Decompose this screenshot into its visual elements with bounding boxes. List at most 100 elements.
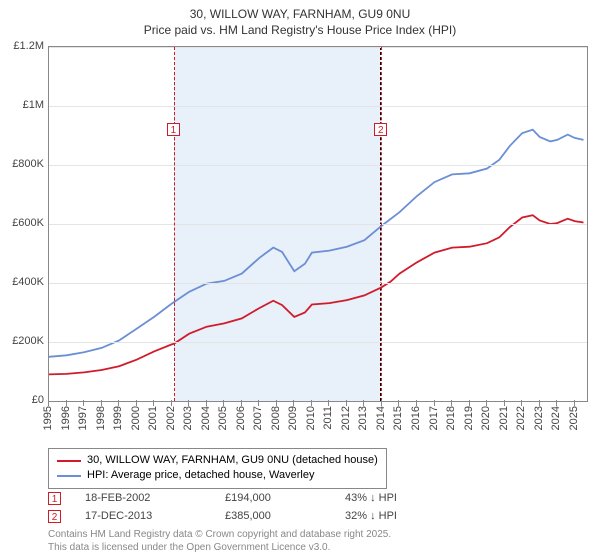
x-tick	[206, 400, 207, 406]
x-tick-label: 2012	[340, 406, 352, 430]
x-tick-label: 2013	[357, 406, 369, 430]
footer: Contains HM Land Registry data © Crown c…	[48, 528, 391, 554]
x-tick	[241, 400, 242, 406]
x-tick	[434, 400, 435, 406]
x-tick-label: 2017	[428, 406, 440, 430]
title-line-2: Price paid vs. HM Land Registry's House …	[144, 23, 456, 37]
x-tick	[381, 400, 382, 406]
x-tick-label: 2023	[533, 406, 545, 430]
x-tick	[539, 400, 540, 406]
x-tick-label: 2001	[147, 406, 159, 430]
chart-marker-2: 2	[374, 123, 387, 136]
transaction-hpi-1: 43% ↓ HPI	[345, 490, 465, 508]
transaction-table: 1 18-FEB-2002 £194,000 43% ↓ HPI 2 17-DE…	[48, 490, 465, 525]
x-tick-label: 2016	[410, 406, 422, 430]
gridline-h	[49, 106, 587, 107]
x-tick-label: 2019	[463, 406, 475, 430]
x-tick-label: 1997	[77, 406, 89, 430]
gridline-h	[49, 165, 587, 166]
transaction-hpi-2: 32% ↓ HPI	[345, 508, 465, 526]
x-tick	[504, 400, 505, 406]
legend-label-1: 30, WILLOW WAY, FARNHAM, GU9 0NU (detach…	[87, 453, 378, 468]
x-tick	[363, 400, 364, 406]
x-tick-label: 2010	[305, 406, 317, 430]
x-tick-label: 2005	[217, 406, 229, 430]
x-tick	[486, 400, 487, 406]
legend-label-2: HPI: Average price, detached house, Wave…	[87, 468, 314, 483]
x-tick	[416, 400, 417, 406]
x-tick-label: 2025	[568, 406, 580, 430]
gridline-h	[49, 47, 587, 48]
x-tick	[66, 400, 67, 406]
x-tick	[556, 400, 557, 406]
y-tick-label: £200K	[4, 335, 44, 347]
x-tick-label: 2022	[515, 406, 527, 430]
x-tick	[311, 400, 312, 406]
x-tick	[574, 400, 575, 406]
x-tick-label: 2024	[550, 406, 562, 430]
x-tick-label: 2004	[200, 406, 212, 430]
gridline-h	[49, 224, 587, 225]
x-tick	[83, 400, 84, 406]
plot-area: 12	[48, 46, 588, 402]
x-tick-label: 2009	[287, 406, 299, 430]
x-tick-label: 2014	[375, 406, 387, 430]
y-tick-label: £1.2M	[4, 40, 44, 52]
transaction-row-1: 1 18-FEB-2002 £194,000 43% ↓ HPI	[48, 490, 465, 508]
x-tick	[521, 400, 522, 406]
x-tick-label: 2003	[182, 406, 194, 430]
legend-row-2: HPI: Average price, detached house, Wave…	[57, 468, 378, 483]
x-tick	[328, 400, 329, 406]
legend-row-1: 30, WILLOW WAY, FARNHAM, GU9 0NU (detach…	[57, 453, 378, 468]
x-tick-label: 2011	[322, 406, 334, 430]
x-tick-label: 2002	[165, 406, 177, 430]
transaction-marker-2: 2	[48, 510, 61, 523]
x-tick	[346, 400, 347, 406]
x-tick	[258, 400, 259, 406]
chart-marker-1: 1	[167, 123, 180, 136]
transaction-price-1: £194,000	[225, 490, 345, 508]
shaded-region-edge	[174, 47, 175, 401]
footer-line-2: This data is licensed under the Open Gov…	[48, 542, 330, 553]
shaded-region-edge	[381, 47, 382, 401]
x-tick	[118, 400, 119, 406]
series-line	[49, 215, 584, 374]
x-tick-label: 1996	[60, 406, 72, 430]
x-tick	[469, 400, 470, 406]
x-tick-label: 1998	[95, 406, 107, 430]
x-tick-label: 2015	[392, 406, 404, 430]
y-tick-label: £0	[4, 394, 44, 406]
x-tick	[451, 400, 452, 406]
y-tick-label: £800K	[4, 158, 44, 170]
gridline-h	[49, 283, 587, 284]
title-line-1: 30, WILLOW WAY, FARNHAM, GU9 0NU	[190, 7, 411, 21]
transaction-marker-1: 1	[48, 492, 61, 505]
transaction-date-1: 18-FEB-2002	[85, 490, 225, 508]
x-tick	[48, 400, 49, 406]
chart-title: 30, WILLOW WAY, FARNHAM, GU9 0NU Price p…	[0, 0, 600, 38]
x-tick	[101, 400, 102, 406]
legend-swatch-series2	[57, 475, 81, 477]
x-tick-label: 1995	[42, 406, 54, 430]
x-tick	[171, 400, 172, 406]
x-tick-label: 2021	[498, 406, 510, 430]
footer-line-1: Contains HM Land Registry data © Crown c…	[48, 529, 391, 540]
x-tick	[398, 400, 399, 406]
gridline-h	[49, 342, 587, 343]
x-tick-label: 2007	[252, 406, 264, 430]
legend: 30, WILLOW WAY, FARNHAM, GU9 0NU (detach…	[48, 448, 387, 489]
x-tick	[188, 400, 189, 406]
y-tick-label: £600K	[4, 217, 44, 229]
transaction-price-2: £385,000	[225, 508, 345, 526]
chart-container: 30, WILLOW WAY, FARNHAM, GU9 0NU Price p…	[0, 0, 600, 560]
x-tick-label: 2006	[235, 406, 247, 430]
x-tick-label: 1999	[112, 406, 124, 430]
y-tick-label: £1M	[4, 99, 44, 111]
x-tick	[153, 400, 154, 406]
x-tick	[293, 400, 294, 406]
x-tick-label: 2020	[480, 406, 492, 430]
transaction-date-2: 17-DEC-2013	[85, 508, 225, 526]
x-tick	[276, 400, 277, 406]
x-tick-label: 2000	[130, 406, 142, 430]
x-tick-label: 2008	[270, 406, 282, 430]
